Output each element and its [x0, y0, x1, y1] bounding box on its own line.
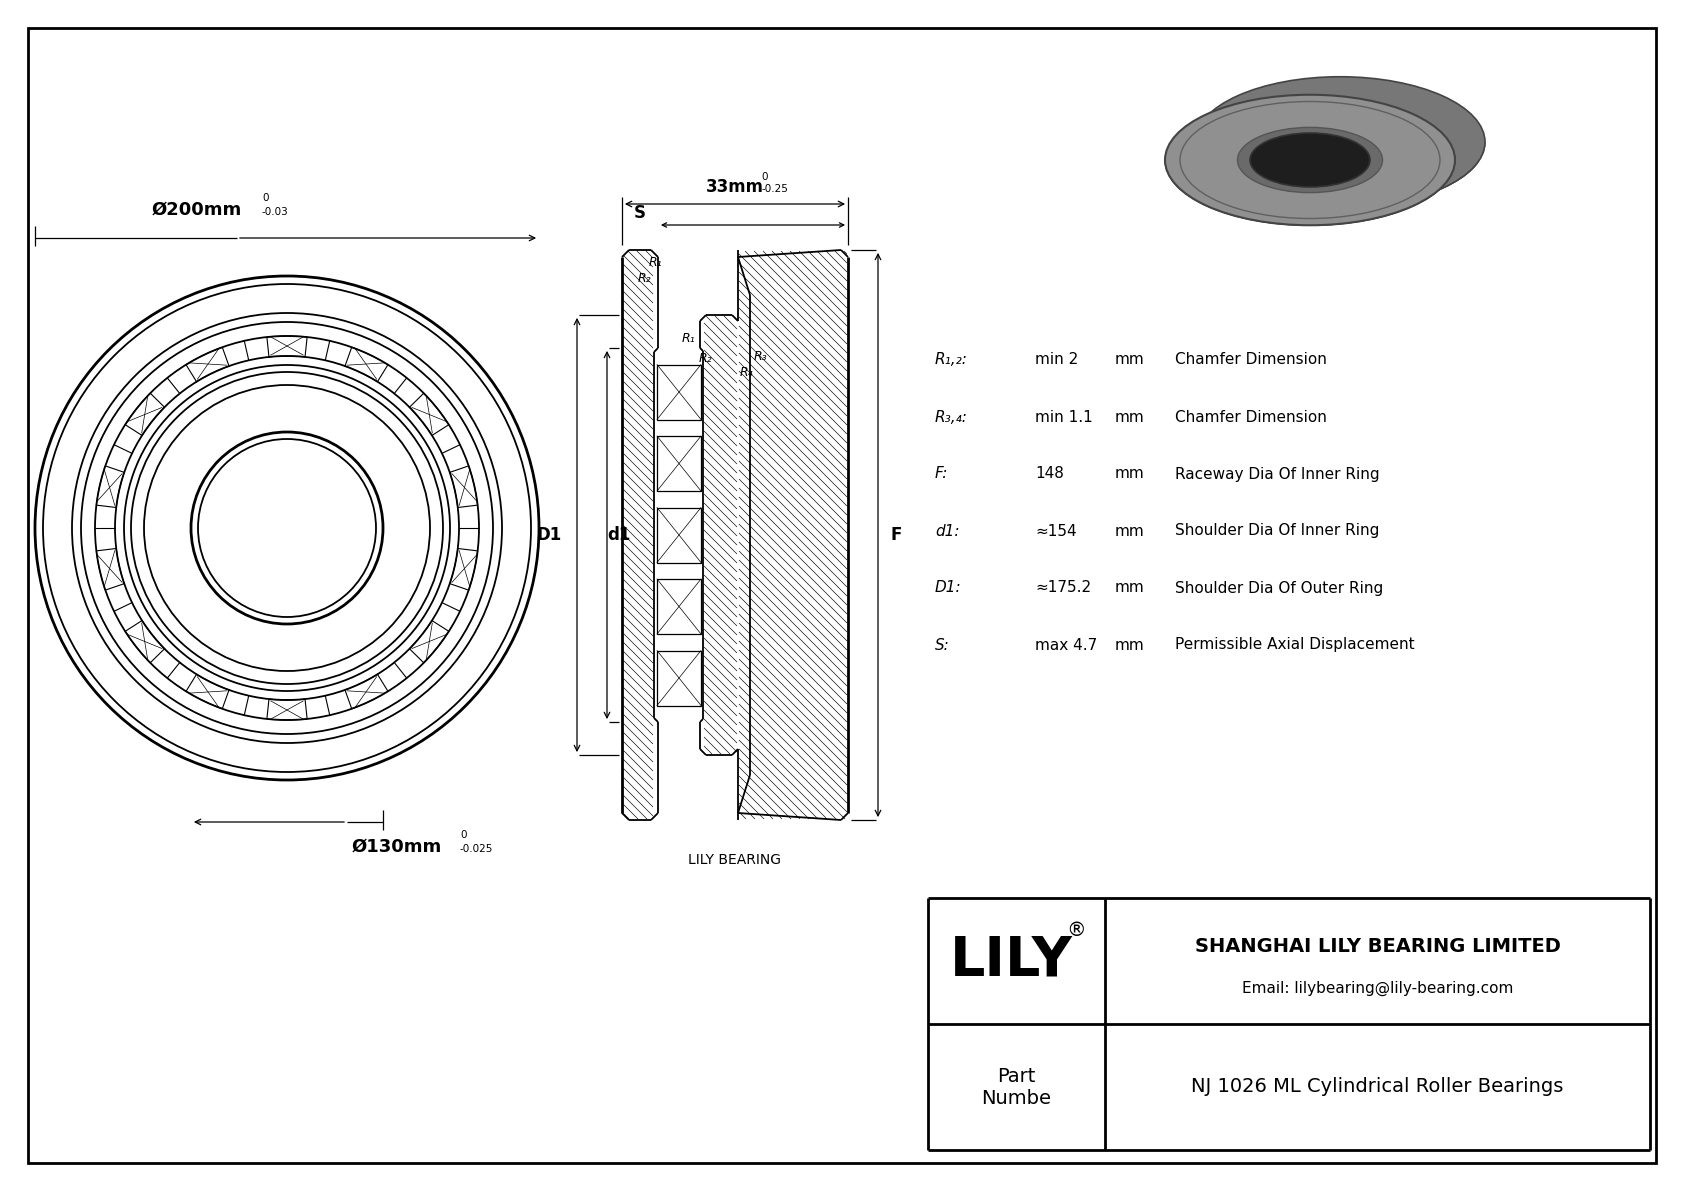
Text: R₃,₄:: R₃,₄:: [935, 410, 968, 424]
Text: Chamfer Dimension: Chamfer Dimension: [1175, 410, 1327, 424]
Text: Email: lilybearing@lily-bearing.com: Email: lilybearing@lily-bearing.com: [1241, 980, 1514, 996]
Text: SHANGHAI LILY BEARING LIMITED: SHANGHAI LILY BEARING LIMITED: [1194, 936, 1561, 955]
Text: S: S: [633, 204, 647, 222]
Text: 0: 0: [263, 193, 268, 202]
Text: max 4.7: max 4.7: [1036, 637, 1098, 653]
Bar: [657, 364, 701, 419]
Text: F:: F:: [935, 467, 948, 481]
Ellipse shape: [1165, 95, 1455, 225]
Ellipse shape: [1196, 76, 1485, 207]
Text: 33mm: 33mm: [706, 177, 765, 197]
Text: NJ 1026 ML Cylindrical Roller Bearings: NJ 1026 ML Cylindrical Roller Bearings: [1191, 1078, 1564, 1097]
Text: R₃: R₃: [753, 349, 766, 362]
Text: ®: ®: [1066, 922, 1086, 941]
Text: Permissible Axial Displacement: Permissible Axial Displacement: [1175, 637, 1415, 653]
Text: 0: 0: [460, 830, 466, 840]
Text: S:: S:: [935, 637, 950, 653]
Text: ≈154: ≈154: [1036, 524, 1076, 538]
Text: mm: mm: [1115, 467, 1145, 481]
Ellipse shape: [1250, 133, 1371, 187]
Text: D1: D1: [537, 526, 562, 544]
Text: 0: 0: [761, 172, 768, 182]
Bar: [657, 507, 701, 562]
Text: Shoulder Dia Of Inner Ring: Shoulder Dia Of Inner Ring: [1175, 524, 1379, 538]
Text: ≈175.2: ≈175.2: [1036, 580, 1091, 596]
Text: -0.03: -0.03: [263, 207, 288, 217]
Text: -0.025: -0.025: [460, 844, 493, 854]
Text: Ø200mm: Ø200mm: [152, 201, 242, 219]
Text: R₁: R₁: [682, 331, 695, 344]
Ellipse shape: [1280, 116, 1399, 169]
Text: 148: 148: [1036, 467, 1064, 481]
Text: min 2: min 2: [1036, 353, 1078, 368]
Text: R₂: R₂: [699, 351, 712, 364]
Text: Raceway Dia Of Inner Ring: Raceway Dia Of Inner Ring: [1175, 467, 1379, 481]
Text: mm: mm: [1115, 524, 1145, 538]
Text: Shoulder Dia Of Outer Ring: Shoulder Dia Of Outer Ring: [1175, 580, 1383, 596]
Text: Ø130mm: Ø130mm: [352, 838, 443, 856]
Text: Chamfer Dimension: Chamfer Dimension: [1175, 353, 1327, 368]
Polygon shape: [1172, 162, 1479, 225]
Text: R₁: R₁: [648, 256, 662, 269]
Text: R₂: R₂: [637, 272, 650, 285]
Text: mm: mm: [1115, 637, 1145, 653]
Text: mm: mm: [1115, 410, 1145, 424]
Text: LILY BEARING: LILY BEARING: [689, 853, 781, 867]
Text: -0.25: -0.25: [761, 183, 788, 194]
Text: min 1.1: min 1.1: [1036, 410, 1093, 424]
Text: d1: d1: [608, 526, 632, 544]
Polygon shape: [1250, 142, 1399, 160]
Text: mm: mm: [1115, 580, 1145, 596]
Bar: [657, 436, 701, 491]
Text: Part
Numbe: Part Numbe: [982, 1066, 1051, 1108]
Text: d1:: d1:: [935, 524, 960, 538]
Bar: [657, 579, 701, 634]
Text: R₄: R₄: [739, 366, 753, 379]
Polygon shape: [1165, 142, 1485, 225]
Text: LILY: LILY: [950, 934, 1073, 989]
Text: R₁,₂:: R₁,₂:: [935, 353, 968, 368]
Text: mm: mm: [1115, 353, 1145, 368]
Bar: [657, 650, 701, 705]
Ellipse shape: [1238, 127, 1383, 193]
Text: F: F: [891, 526, 901, 544]
Text: D1:: D1:: [935, 580, 962, 596]
